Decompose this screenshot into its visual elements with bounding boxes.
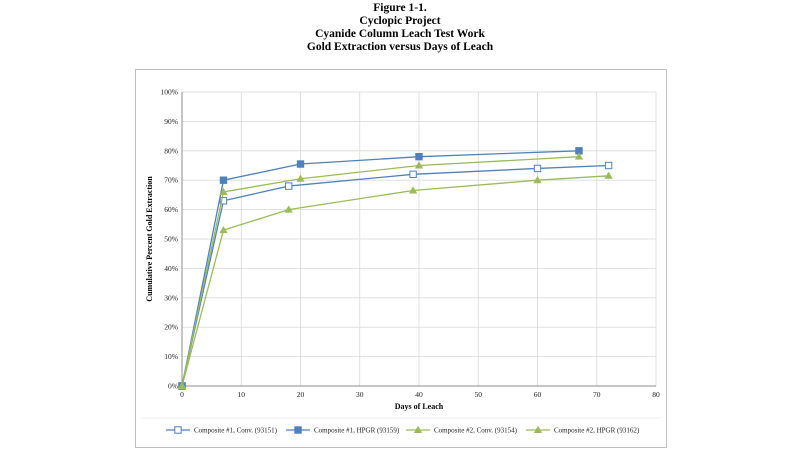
x-tick-label: 70 bbox=[593, 390, 601, 399]
y-tick-label: 70% bbox=[164, 176, 178, 185]
y-tick-label: 60% bbox=[164, 205, 178, 214]
y-tick-label: 20% bbox=[164, 323, 178, 332]
y-tick-label: 40% bbox=[164, 264, 178, 273]
chart-title-subject: Gold Extraction versus Days of Leach bbox=[306, 41, 494, 53]
y-tick-label: 0% bbox=[168, 382, 178, 391]
data-point bbox=[219, 176, 228, 184]
y-tick-label: 10% bbox=[164, 352, 178, 361]
data-point bbox=[177, 381, 187, 390]
y-tick-label: 30% bbox=[164, 293, 178, 302]
x-tick-label: 80 bbox=[652, 390, 660, 399]
data-point bbox=[284, 205, 293, 213]
x-tick-label: 10 bbox=[238, 390, 246, 399]
x-tick-label: 40 bbox=[415, 390, 423, 399]
legend-swatch-marker bbox=[413, 425, 423, 434]
y-axis-title: Cumulative Percent Gold Extraction bbox=[145, 176, 154, 302]
y-tick-label: 80% bbox=[164, 146, 178, 155]
data-point bbox=[408, 186, 418, 194]
data-point bbox=[409, 170, 417, 179]
data-point bbox=[533, 175, 542, 184]
legend-swatch-marker bbox=[294, 426, 302, 434]
legend-item: Composite #2, HPGR (93162) bbox=[526, 425, 640, 435]
data-point bbox=[533, 164, 542, 173]
figure-number: Figure 1-1. bbox=[373, 2, 427, 14]
data-point bbox=[604, 161, 613, 170]
x-axis-title: Days of Leach bbox=[395, 402, 444, 411]
series-line bbox=[181, 175, 609, 387]
data-point bbox=[296, 174, 305, 182]
legend-label: Composite #2, HPGR (93162) bbox=[554, 427, 640, 435]
legend-item: Composite #1, Conv. (93151) bbox=[166, 426, 278, 435]
data-point bbox=[414, 161, 424, 169]
x-tick-label: 20 bbox=[297, 390, 305, 399]
legend-swatch-marker bbox=[174, 426, 182, 434]
chart-title-test: Cyanide Column Leach Test Work bbox=[315, 28, 485, 40]
series-line bbox=[181, 164, 609, 387]
series-3 bbox=[177, 171, 613, 390]
data-point bbox=[219, 197, 228, 205]
data-point bbox=[604, 171, 613, 179]
data-point bbox=[219, 187, 228, 195]
line-chart: 0% 10% 20% 30% 40% 50% 60% 70% 80% 90% 100% 0 10 20 3… bbox=[142, 88, 660, 435]
y-tick-label: 90% bbox=[164, 117, 178, 126]
legend-item: Composite #2, Conv. (93154) bbox=[406, 425, 518, 435]
x-tick-label: 50 bbox=[475, 390, 483, 399]
y-tick-label: 100% bbox=[161, 88, 179, 97]
data-point bbox=[219, 225, 228, 234]
chart-area: 0% 10% 20% 30% 40% 50% 60% 70% 80% 90% 100% 0 10 20 3… bbox=[135, 69, 667, 448]
x-tick-label: 30 bbox=[356, 390, 364, 399]
x-tick-label: 60 bbox=[534, 390, 542, 399]
data-point bbox=[284, 182, 293, 190]
chart-title-project: Cyclopic Project bbox=[359, 15, 441, 27]
data-point bbox=[574, 152, 584, 160]
series-1 bbox=[178, 161, 613, 390]
legend-item: Composite #1, HPGR (93159) bbox=[286, 426, 400, 435]
y-tick-label: 50% bbox=[164, 235, 178, 244]
data-point bbox=[415, 152, 423, 161]
legend-label: Composite #2, Conv. (93154) bbox=[434, 427, 518, 435]
legend-label: Composite #1, HPGR (93159) bbox=[314, 427, 400, 435]
data-point bbox=[296, 160, 305, 168]
legend-swatch-marker bbox=[533, 425, 543, 434]
x-tick-label: 0 bbox=[180, 390, 184, 399]
series-4 bbox=[177, 152, 584, 390]
legend-label: Composite #1, Conv. (93151) bbox=[194, 427, 278, 435]
chart-titles: Figure 1-1. Cyclopic Project Cyanide Col… bbox=[0, 2, 800, 54]
